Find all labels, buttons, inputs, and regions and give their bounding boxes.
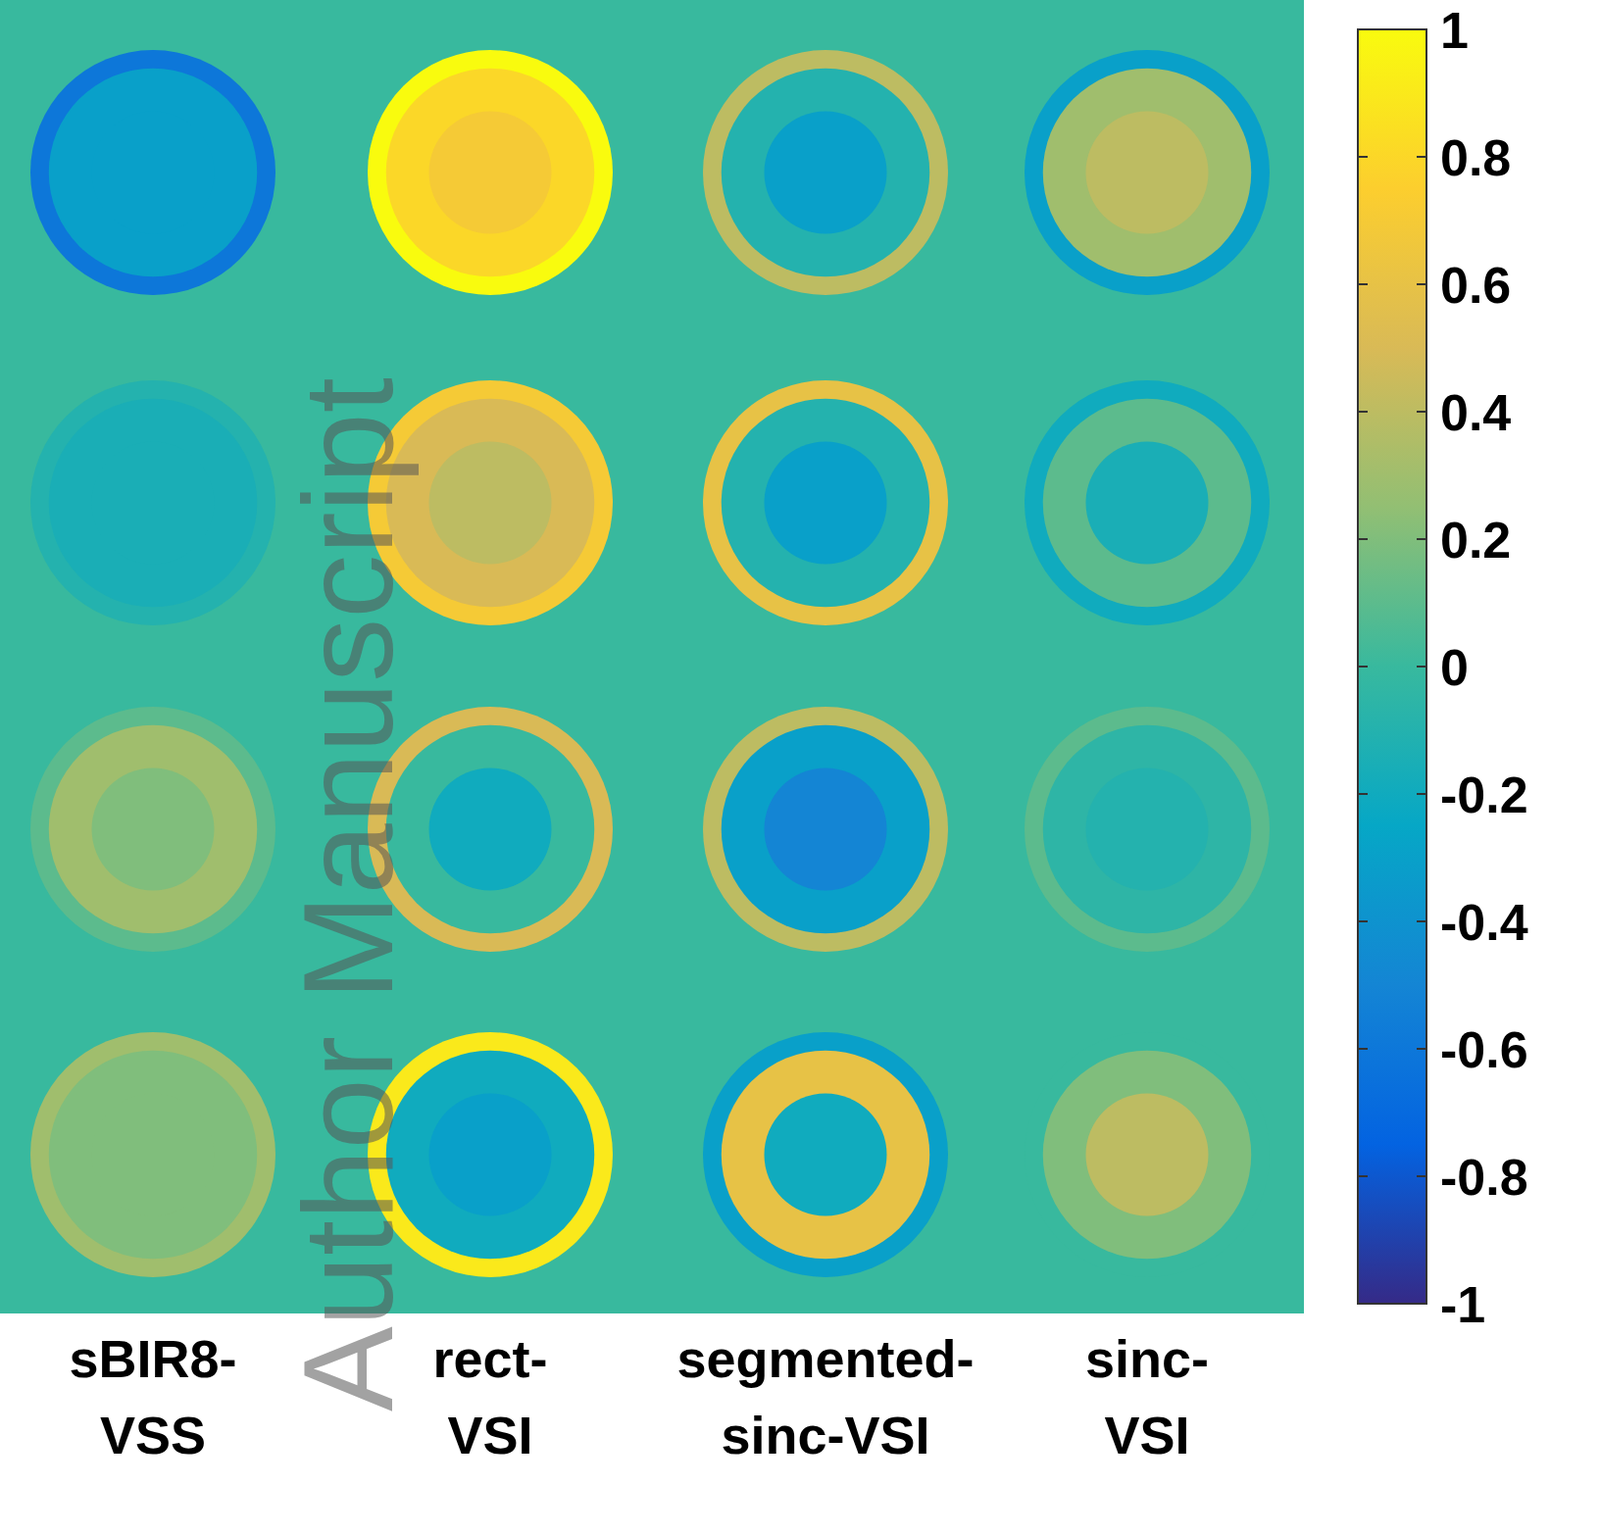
svg-text:segmented-sinc-VSI: segmented-sinc-VSI <box>676 1329 974 1465</box>
svg-text:sinc-VSI: sinc-VSI <box>1085 1329 1209 1465</box>
svg-text:sBIR8-VSS: sBIR8-VSS <box>68 1329 237 1465</box>
svg-text:rect-VSI: rect-VSI <box>432 1329 548 1465</box>
svg-text:0.2: 0.2 <box>1440 511 1511 569</box>
svg-text:0.6: 0.6 <box>1440 256 1511 314</box>
svg-text:-0.4: -0.4 <box>1440 894 1529 951</box>
svg-text:0.8: 0.8 <box>1440 129 1511 187</box>
svg-text:-0.8: -0.8 <box>1440 1149 1529 1206</box>
svg-text:0.4: 0.4 <box>1440 384 1511 442</box>
svg-text:-0.2: -0.2 <box>1440 766 1529 824</box>
svg-text:Author Manuscript: Author Manuscript <box>276 377 420 1412</box>
svg-text:-0.6: -0.6 <box>1440 1021 1529 1079</box>
svg-text:0: 0 <box>1440 639 1469 697</box>
svg-text:1: 1 <box>1440 1 1469 59</box>
svg-text:-1: -1 <box>1440 1276 1486 1334</box>
